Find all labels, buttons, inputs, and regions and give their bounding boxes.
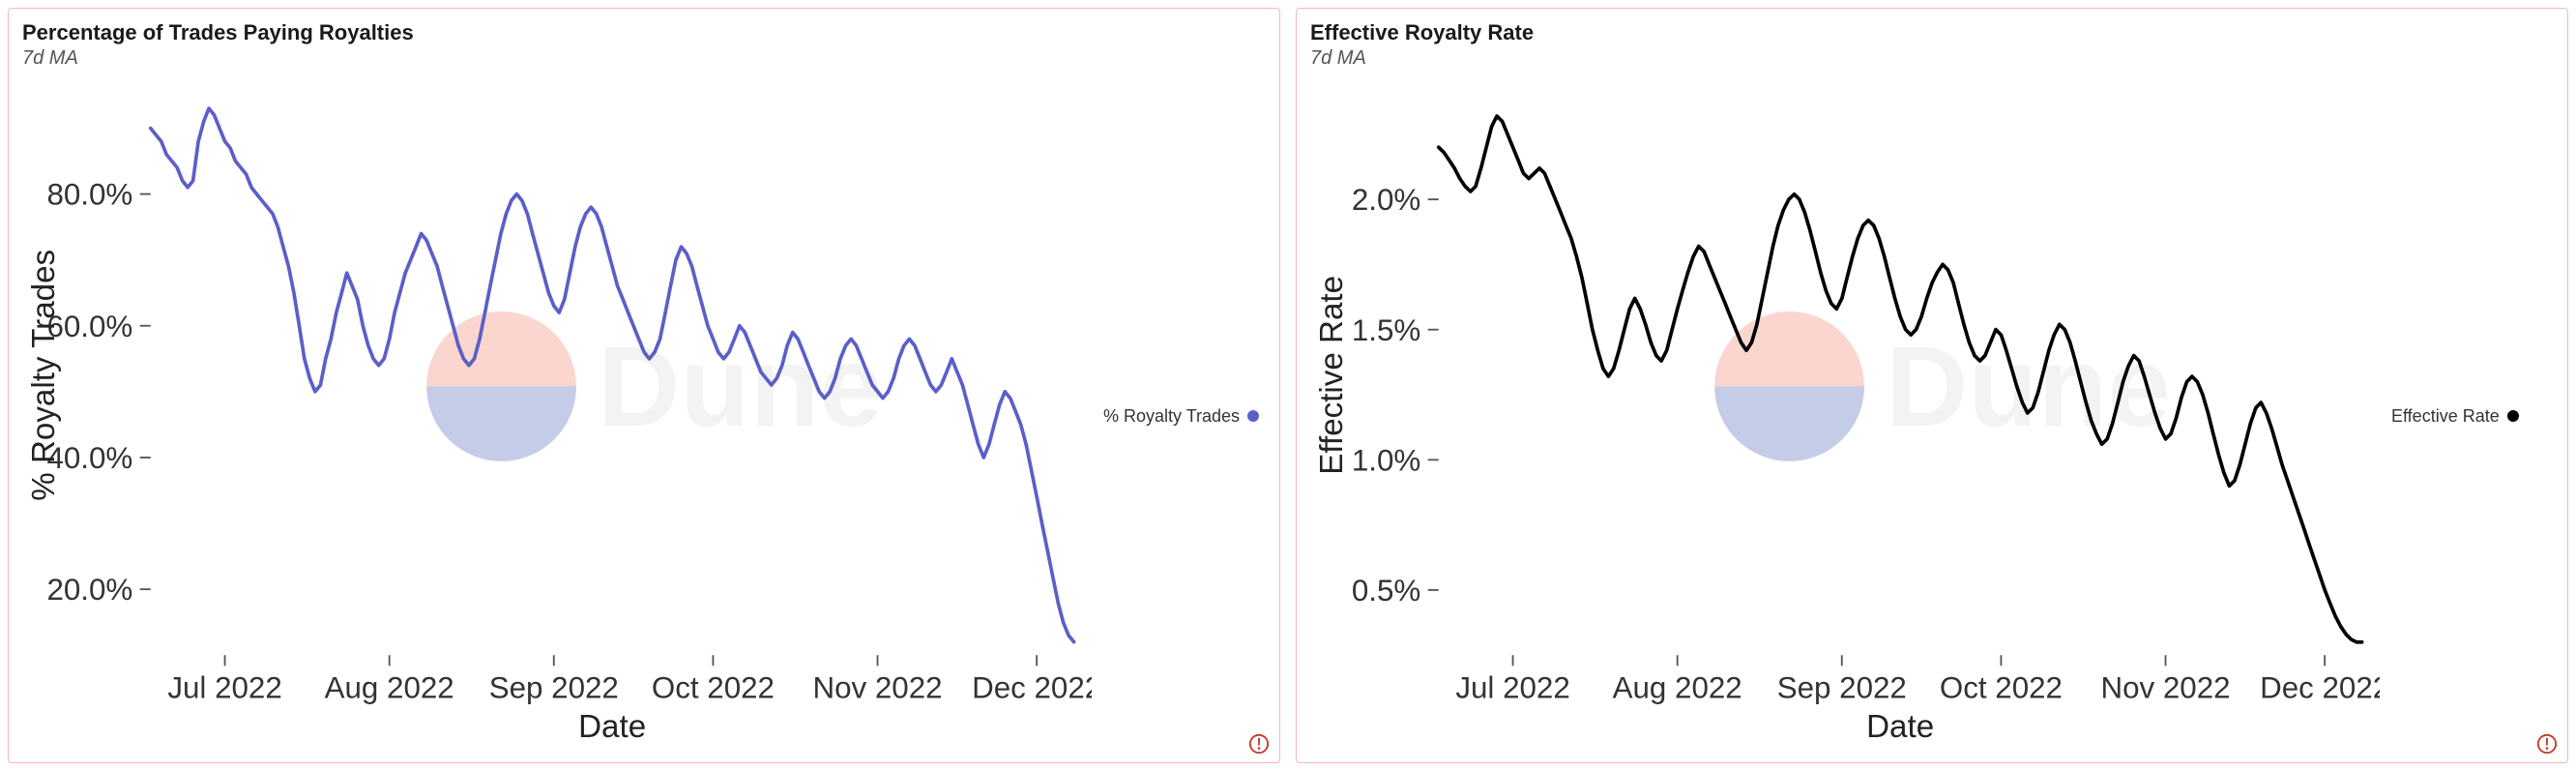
x-tick-label: Nov 2022 [2100,670,2230,704]
legend-label: % Royalty Trades [1103,406,1240,427]
chart-row: Dune 0.5% 1.0% 1.5% 2.0% Jul 2022 Aug 2022 Sep … [1310,77,2554,755]
x-tick-label: Dec 2022 [972,670,1092,704]
y-axis-label: % Royalty Trades [26,250,62,501]
watermark: Dune [1714,311,2171,461]
x-axis-label: Date [578,709,646,745]
x-tick-label: Aug 2022 [1613,670,1742,704]
panel-title: Percentage of Trades Paying Royalties [22,20,1266,45]
alert-icon[interactable] [1248,733,1270,755]
panel-subtitle: 7d MA [22,47,1266,70]
x-tick-label: Aug 2022 [325,670,454,704]
legend-marker [2507,410,2519,422]
chart-area: Dune20.0%40.0%60.0%80.0%Jul 2022Aug 2022… [22,77,1092,755]
y-tick-label: 1.5% [1352,313,1420,347]
legend-item: Effective Rate [2391,406,2519,427]
x-axis-label: Date [1866,709,1934,745]
legend-item: % Royalty Trades [1103,406,1259,427]
x-tick-label: Nov 2022 [812,670,942,704]
chart-row: Dune20.0%40.0%60.0%80.0%Jul 2022Aug 2022… [22,77,1266,755]
watermark-text: Dune [1886,322,2171,450]
panel-subtitle: 7d MA [1310,47,2554,70]
y-tick-label: 2.0% [1352,183,1420,217]
chart-panel: Effective Royalty Rate7d MA Dune 0.5% 1.0% 1… [1296,8,2568,763]
alert-icon[interactable] [2536,733,2558,755]
watermark: Dune [426,311,883,461]
y-tick-label: 80.0% [46,178,132,212]
chart-area: Dune 0.5% 1.0% 1.5% 2.0% Jul 2022 Aug 2022 Sep … [1310,77,2380,755]
x-tick-label: Oct 2022 [652,670,775,704]
chart-svg: Dune 0.5% 1.0% 1.5% 2.0% Jul 2022 Aug 2022 Sep … [1310,77,2380,755]
panel-title: Effective Royalty Rate [1310,20,2554,45]
x-tick-label: Oct 2022 [1940,670,2063,704]
y-tick-label: 0.5% [1352,574,1420,608]
x-tick-label: Dec 2022 [2260,670,2380,704]
x-tick-label: Jul 2022 [1455,670,1569,704]
legend-marker [1247,410,1259,422]
y-tick-label: 1.0% [1352,443,1420,477]
y-tick-label: 20.0% [46,573,132,607]
legend: Effective Rate [2380,77,2554,755]
x-tick-label: Jul 2022 [167,670,281,704]
x-tick-label: Sep 2022 [1777,670,1907,704]
legend-label: Effective Rate [2391,406,2500,427]
chart-svg: Dune20.0%40.0%60.0%80.0%Jul 2022Aug 2022… [22,77,1092,755]
y-axis-label: Effective Rate [1314,276,1350,475]
legend: % Royalty Trades [1092,77,1266,755]
x-tick-label: Sep 2022 [489,670,619,704]
chart-panel: Percentage of Trades Paying Royalties7d … [8,8,1280,763]
